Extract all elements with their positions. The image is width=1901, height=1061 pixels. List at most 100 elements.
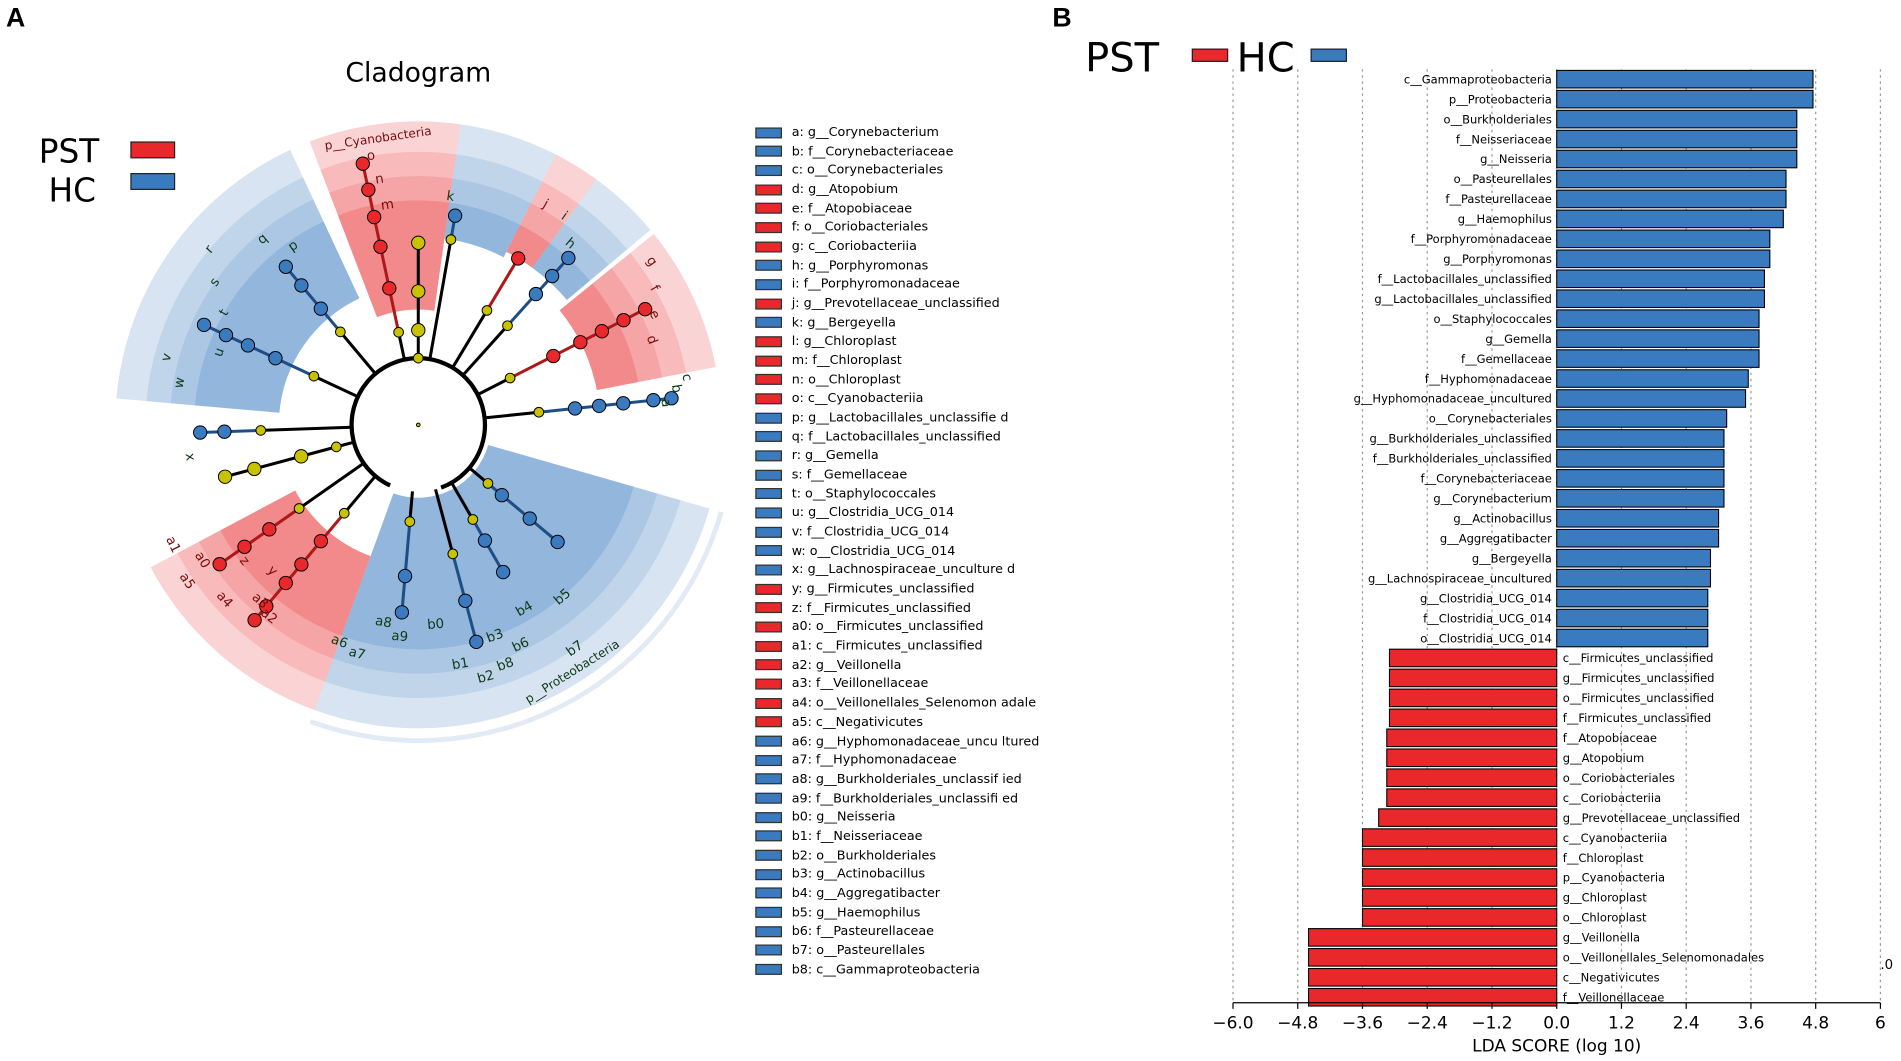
- edge-lachnospiraceae: [224, 445, 337, 479]
- stray-tick-label: .0: [1880, 958, 1893, 973]
- node-lachnospiraceae-2: [247, 461, 262, 477]
- bar-label: g__Veillonella: [1563, 931, 1640, 945]
- edge-porphyromonas-base: [461, 324, 509, 377]
- key-swatch: [755, 393, 782, 405]
- node-negativicutes-1: [313, 533, 329, 549]
- key-swatch: [755, 963, 782, 975]
- key-text: a2: g__Veillonella: [791, 657, 902, 673]
- key-text: b5: g__Haemophilus: [791, 905, 921, 920]
- bar-label: f__Porphyromonadaceae: [1411, 232, 1552, 246]
- key-swatch: [755, 659, 782, 671]
- bar-o__Pasteurellales: [1556, 169, 1787, 189]
- node-lactobacillales-0: [335, 326, 346, 338]
- edge-lactobacillales-base: [339, 330, 377, 375]
- node-negativicutes-0: [338, 507, 350, 519]
- bar-label: f__Pasteurellaceae: [1445, 192, 1551, 206]
- bar-label: f__Firmicutes_unclassified: [1563, 711, 1711, 725]
- bar-label: g__Hyphomonadaceae_uncultured: [1354, 392, 1552, 406]
- key-swatch: [755, 944, 782, 956]
- node-letter-b8: b8: [495, 655, 516, 675]
- key-item-v: v: f__Clostridia_UCG_014: [755, 523, 1039, 542]
- key-text: q: f__Lactobacillales_unclassified: [791, 429, 1001, 445]
- grid-lines: [1232, 69, 1882, 1003]
- node-letter-k: k: [445, 189, 455, 205]
- key-text: p: g__Lactobacillales_unclassifie d: [791, 410, 1009, 425]
- key-item-b8: b8: c__Gammaproteobacteria: [755, 961, 1039, 980]
- key-swatch: [755, 431, 782, 443]
- sector-lactobacillales-ring-0: [194, 221, 360, 413]
- node-letter-b4: b4: [514, 599, 536, 620]
- bar-c__Cyanobacteriia: [1361, 828, 1558, 847]
- key-item-a3: a3: f__Veillonellaceae: [755, 676, 1039, 695]
- node-prevotella-1: [511, 251, 526, 266]
- key-swatch: [755, 298, 782, 310]
- node-neisseria-2: [495, 564, 511, 580]
- panel-b-label: B: [1052, 2, 1072, 33]
- key-item-i: i: f__Porphyromonadaceae: [755, 276, 1039, 295]
- key-swatch: [755, 355, 782, 367]
- key-item-m: m: f__Chloroplast: [755, 352, 1039, 371]
- key-item-o: o: c__Cyanobacteriia: [755, 390, 1039, 409]
- x-axis: −6.0 −4.8 −3.6 −2.4 −1.2 0.0 1.2 2.4 3.6 4.8 6: [1212, 1002, 1886, 1033]
- bar-label: o__Clostridia_UCG_014: [1420, 631, 1552, 645]
- bar-o__Clostridia_UCG_014: [1556, 628, 1709, 648]
- bar-f__Veillonellaceae: [1307, 987, 1558, 1007]
- key-text: b2: o__Burkholderiales: [791, 848, 937, 863]
- key-swatch: [755, 412, 782, 424]
- sector-prevotellaceae-ring-3: [542, 154, 597, 204]
- key-item-r: r: g__Gemella: [755, 447, 1039, 466]
- key-swatch: [755, 583, 782, 595]
- edge-neisseria-base: [450, 481, 475, 521]
- node-letter-x: x: [182, 452, 198, 462]
- key-text: b3: g__Actinobacillus: [791, 867, 926, 882]
- sector-prevotellaceae-ring-1: [520, 203, 565, 244]
- bar-label: g__Lactobacillales_unclassified: [1374, 292, 1552, 306]
- node-letter-a9: a9: [391, 629, 409, 645]
- key-item-s: s: f__Gemellaceae: [755, 466, 1039, 485]
- node-hyphomonadaceae-2: [394, 605, 410, 620]
- lda-legend-hc-swatch: [1310, 48, 1347, 62]
- key-swatch: [755, 126, 782, 138]
- key-swatch: [755, 773, 782, 785]
- key-item-a7: a7: f__Hyphomonadaceae: [755, 752, 1039, 771]
- key-text: t: o__Staphylococcales: [791, 486, 937, 502]
- node-lactobacillales-1: [313, 301, 329, 316]
- key-text: a6: g__Hyphomonadaceae_uncu ltured: [791, 733, 1040, 749]
- bar-label: g__Prevotellaceae_unclassified: [1563, 811, 1740, 825]
- node-staphylococcales-3: [218, 327, 234, 343]
- bar-c__Negativicutes: [1307, 967, 1558, 987]
- node-cyanobacteria-3: [367, 209, 382, 225]
- bar-label: c__Gammaproteobacteria: [1404, 72, 1552, 86]
- edge-negativicutes-base: [343, 475, 377, 515]
- key-swatch: [755, 336, 782, 348]
- key-swatch: [755, 202, 782, 214]
- bar-g__Actinobacillus: [1556, 508, 1720, 528]
- key-text: a: g__Corynebacterium: [791, 125, 939, 140]
- node-staphylococcales-4: [196, 317, 212, 333]
- key-text: l: g__Chloroplast: [791, 334, 897, 349]
- sector-cyanobacteria-ring-1: [329, 176, 453, 216]
- bar-g__Lachnospiraceae_uncultured: [1556, 568, 1712, 588]
- bar-label: f__Chloroplast: [1563, 851, 1644, 865]
- key-item-a8: a8: g__Burkholderiales_unclassif ied: [755, 771, 1039, 790]
- bar-g__Lactobacillales_unclassified: [1556, 289, 1765, 309]
- bar-c__Gammaproteobacteria: [1556, 69, 1814, 89]
- edge-coriobacteriia-base: [477, 376, 511, 396]
- edge-prevotella-base: [451, 309, 489, 369]
- x-tick-label-1: −4.8: [1277, 1013, 1318, 1033]
- bar-g__Neisseria: [1556, 149, 1798, 169]
- key-item-b: b: f__Corynebacteriaceae: [755, 143, 1039, 162]
- node-letter-n: n: [374, 172, 385, 188]
- bar-label: o__Staphylococcales: [1433, 312, 1551, 326]
- node-letter-m: m: [380, 197, 395, 214]
- key-swatch: [755, 697, 782, 709]
- key-swatch: [755, 279, 782, 290]
- node-letter-c: c: [678, 373, 694, 383]
- bar-label: c__Negativicutes: [1563, 971, 1660, 985]
- node-corynebacteriales-0: [533, 406, 545, 418]
- bar-g__Burkholderiales_unclassified: [1556, 429, 1725, 448]
- node-cyanobacteria-4: [361, 182, 376, 197]
- key-item-a6: a6: g__Hyphomonadaceae_uncu ltured: [755, 733, 1039, 752]
- key-text: u: g__Clostridia_UCG_014: [791, 505, 955, 521]
- key-swatch: [755, 260, 782, 271]
